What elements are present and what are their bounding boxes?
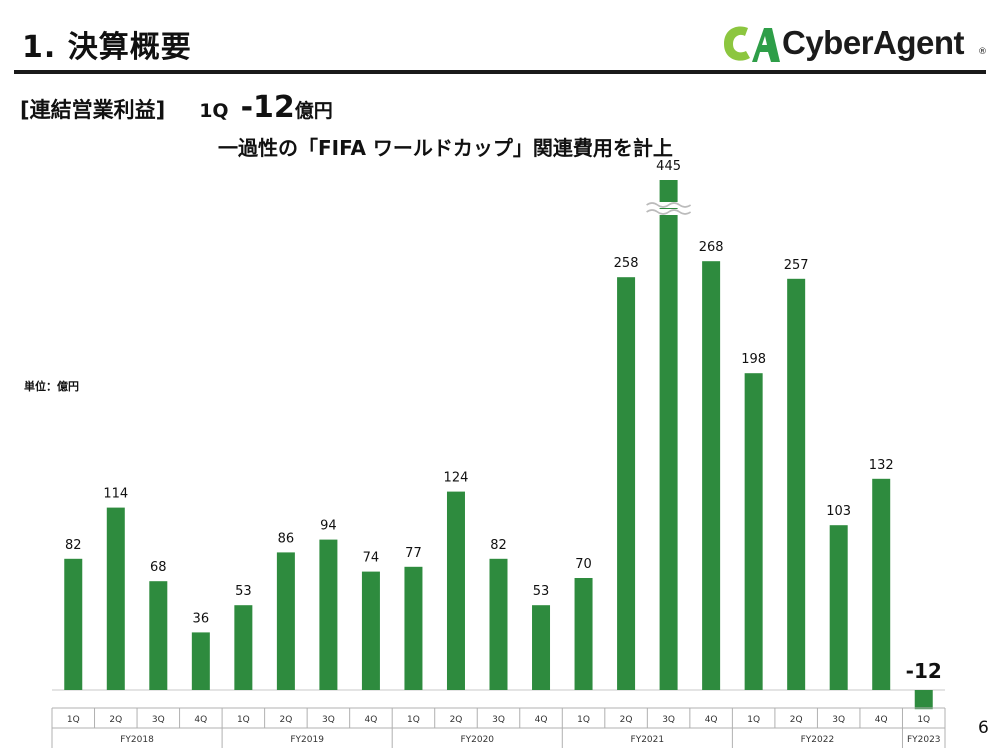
x-tick-label: 2Q bbox=[450, 715, 463, 725]
x-tick-label: 2Q bbox=[620, 715, 633, 725]
headline-unit: 億円 bbox=[294, 100, 333, 122]
subheadline: 一過性の「FIFA ワールドカップ」関連費用を計上 bbox=[218, 136, 673, 160]
bar bbox=[617, 277, 636, 690]
x-tick-label: 1Q bbox=[407, 715, 420, 725]
bar bbox=[234, 605, 253, 690]
x-tick-label: 3Q bbox=[832, 715, 845, 725]
data-label: 103 bbox=[826, 504, 851, 519]
x-tick-label: 4Q bbox=[535, 715, 548, 725]
fiscal-year-label: FY2020 bbox=[460, 735, 494, 745]
title-divider bbox=[14, 70, 986, 74]
data-label: 53 bbox=[533, 584, 550, 599]
data-label: 124 bbox=[444, 471, 469, 486]
x-tick-label: 1Q bbox=[747, 715, 760, 725]
fiscal-year-label: FY2022 bbox=[801, 735, 835, 745]
data-label: 68 bbox=[150, 560, 167, 575]
bar bbox=[276, 552, 295, 690]
data-label: 53 bbox=[235, 584, 252, 599]
x-tick-label: 2Q bbox=[790, 715, 803, 725]
axis-break-mark bbox=[646, 202, 692, 208]
bar bbox=[149, 581, 168, 690]
fiscal-year-label: FY2019 bbox=[290, 735, 324, 745]
x-tick-label: 3Q bbox=[152, 715, 165, 725]
cyberagent-logo: CyberAgent ® bbox=[720, 20, 990, 70]
logo-wordmark: CyberAgent bbox=[782, 24, 965, 61]
x-tick-label: 1Q bbox=[67, 715, 80, 725]
bar bbox=[404, 566, 423, 690]
axis-break-mark bbox=[646, 209, 692, 215]
x-tick-label: 4Q bbox=[365, 715, 378, 725]
fiscal-year-label: FY2018 bbox=[120, 735, 154, 745]
data-label: 82 bbox=[490, 538, 507, 553]
bar bbox=[191, 632, 210, 690]
data-label: 198 bbox=[741, 352, 766, 367]
data-label: 94 bbox=[320, 519, 337, 534]
headline: [連結営業利益] 1Q -12億円 bbox=[20, 90, 333, 125]
x-tick-label: 2Q bbox=[279, 715, 292, 725]
x-tick-label: 4Q bbox=[194, 715, 207, 725]
x-tick-label: 3Q bbox=[662, 715, 675, 725]
data-label: 132 bbox=[869, 458, 894, 473]
data-label: 258 bbox=[614, 256, 639, 271]
page-title: 1. 決算概要 bbox=[22, 30, 192, 65]
headline-quarter: 1Q bbox=[199, 100, 229, 122]
headline-value: -12 bbox=[240, 90, 295, 125]
fiscal-year-label: FY2023 bbox=[907, 735, 941, 745]
data-label: 445 bbox=[656, 159, 681, 174]
data-label: 257 bbox=[784, 258, 809, 273]
bar bbox=[446, 491, 465, 690]
x-tick-label: 3Q bbox=[322, 715, 335, 725]
data-label: 86 bbox=[278, 531, 295, 546]
data-label: -12 bbox=[906, 659, 942, 683]
data-label: 268 bbox=[699, 240, 724, 255]
bar bbox=[574, 578, 593, 690]
registered-mark: ® bbox=[978, 47, 987, 57]
x-tick-label: 1Q bbox=[917, 715, 930, 725]
bar bbox=[829, 525, 848, 690]
data-label: 36 bbox=[193, 611, 210, 626]
bar bbox=[702, 261, 721, 690]
page-number: 6 bbox=[978, 718, 989, 738]
x-tick-label: 1Q bbox=[577, 715, 590, 725]
fiscal-year-label: FY2021 bbox=[631, 735, 665, 745]
bar bbox=[361, 571, 380, 690]
bar bbox=[914, 690, 933, 710]
unit-note: 単位：億円 bbox=[24, 380, 79, 393]
data-label: 114 bbox=[103, 487, 128, 502]
bar bbox=[489, 558, 508, 690]
data-label: 70 bbox=[575, 557, 592, 572]
ca-logo-mark-icon bbox=[724, 26, 780, 62]
x-tick-label: 4Q bbox=[875, 715, 888, 725]
data-label: 77 bbox=[405, 546, 422, 561]
x-tick-label: 2Q bbox=[109, 715, 122, 725]
x-tick-label: 4Q bbox=[705, 715, 718, 725]
bar bbox=[64, 558, 83, 690]
headline-section: [連結営業利益] bbox=[20, 98, 166, 122]
bar bbox=[532, 605, 551, 690]
bar bbox=[744, 373, 763, 690]
bar bbox=[319, 539, 338, 690]
bar bbox=[787, 278, 806, 690]
x-tick-label: 1Q bbox=[237, 715, 250, 725]
bar bbox=[659, 180, 678, 690]
data-label: 82 bbox=[65, 538, 82, 553]
x-tick-label: 3Q bbox=[492, 715, 505, 725]
bar bbox=[106, 507, 125, 690]
bar bbox=[872, 478, 891, 690]
data-label: 74 bbox=[363, 551, 380, 566]
